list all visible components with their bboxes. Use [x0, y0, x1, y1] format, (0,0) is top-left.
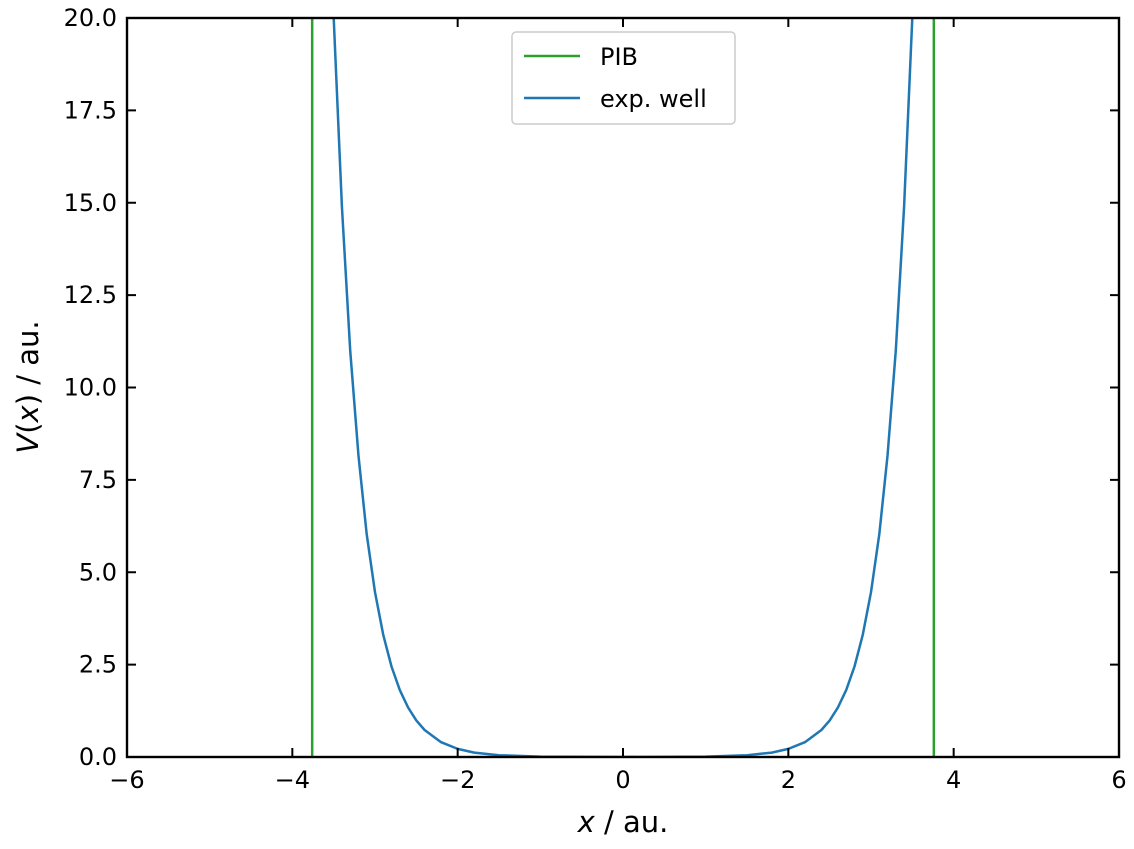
x-tick-label: 2	[781, 766, 796, 794]
y-tick-label: 0.0	[79, 743, 117, 771]
y-tick-label: 5.0	[79, 558, 117, 586]
legend: PIB exp. well	[511, 31, 736, 125]
x-axis-label: x / au.	[577, 805, 669, 839]
y-tick-label: 20.0	[64, 4, 117, 32]
legend-label-exp-well: exp. well	[600, 85, 707, 113]
x-tick-label: −2	[440, 766, 475, 794]
y-axis-label: V(x) / au.	[11, 320, 45, 453]
y-axis-label-rest: / au.	[11, 320, 45, 394]
series-layer	[310, 18, 936, 757]
y-axis-label-var1: V	[11, 432, 45, 454]
plot-background	[127, 18, 1119, 757]
x-tick-label: 0	[615, 766, 630, 794]
y-tick-label: 15.0	[64, 189, 117, 217]
y-tick-label: 7.5	[79, 466, 117, 494]
y-tick-label: 10.0	[64, 374, 117, 402]
x-tick-label: 4	[946, 766, 961, 794]
legend-label-pib: PIB	[600, 43, 638, 71]
x-tick-label: −6	[109, 766, 144, 794]
y-tick-label: 2.5	[79, 651, 117, 679]
y-axis-label-open: (	[11, 422, 45, 433]
x-axis-label-rest: / au.	[595, 805, 669, 839]
ticks-layer: −6 −4 −2 0 2 4 6 0.0 2.5 5.0 7.5 10.0 12.5 15.0 17.5 20…	[64, 4, 1127, 794]
exp-well-curve	[332, 18, 914, 757]
x-tick-label: 6	[1111, 766, 1126, 794]
y-axis-label-var2: x	[11, 404, 45, 423]
x-tick-label: −4	[275, 766, 310, 794]
y-axis-label-close: )	[11, 394, 45, 405]
y-tick-label: 12.5	[64, 281, 117, 309]
y-tick-label: 17.5	[64, 96, 117, 124]
x-axis-label-var: x	[577, 805, 596, 839]
